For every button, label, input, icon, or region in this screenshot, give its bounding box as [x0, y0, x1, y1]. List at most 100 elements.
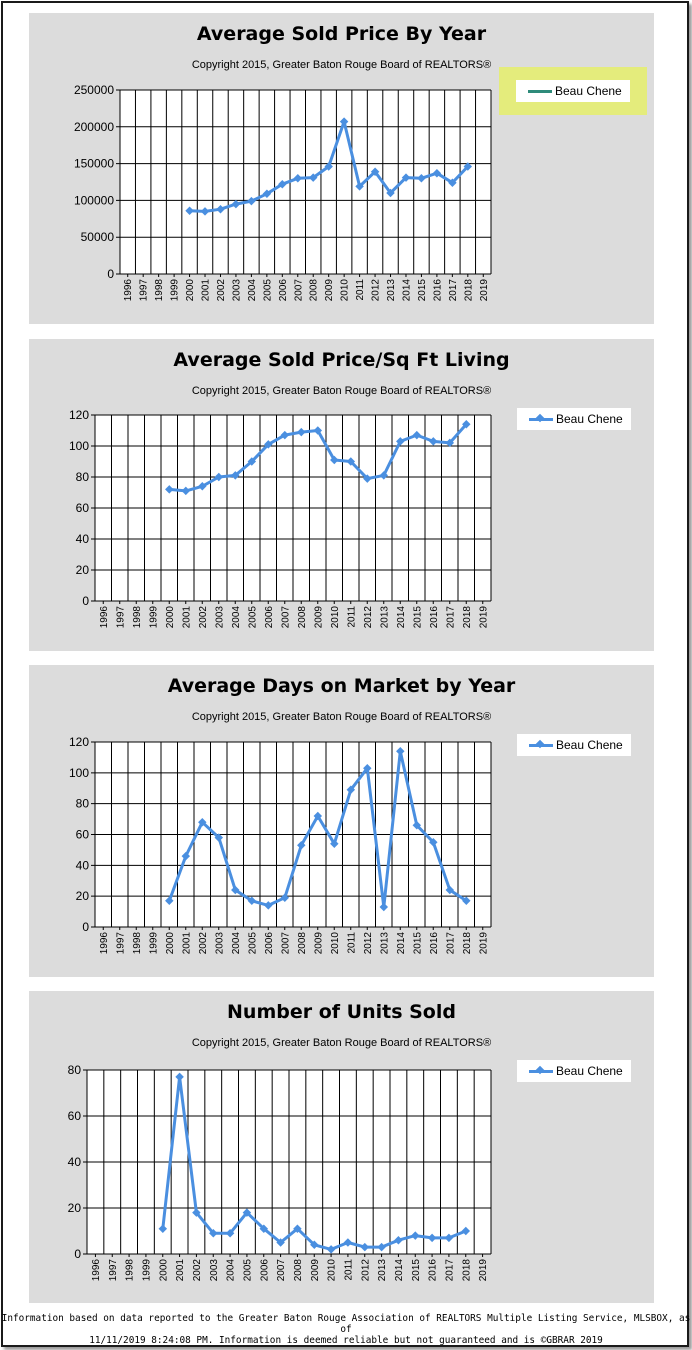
x-tick-label: 2011	[346, 606, 357, 628]
data-point	[308, 173, 318, 182]
data-point	[262, 189, 272, 199]
x-tick-label: 2012	[363, 932, 374, 955]
chart-legend: Beau Chene	[517, 734, 631, 756]
x-tick-label: 2004	[231, 932, 242, 955]
chart-title: Average Sold Price By Year	[196, 23, 487, 45]
y-tick-label: 60	[68, 1109, 82, 1123]
y-tick-label: 80	[76, 470, 90, 484]
x-tick-label: 2019	[478, 606, 489, 629]
x-tick-label: 2011	[343, 1259, 354, 1281]
data-point	[297, 841, 306, 850]
data-point	[181, 486, 191, 496]
data-point	[293, 1224, 302, 1233]
x-tick-label: 2017	[445, 606, 456, 629]
disclaimer-line-1: Information based on data reported to th…	[1, 1313, 691, 1335]
x-tick-label: 2006	[264, 606, 275, 629]
data-point	[448, 178, 457, 187]
x-tick-label: 2014	[394, 1259, 405, 1282]
x-tick-label: 1998	[132, 932, 143, 955]
x-tick-label: 2005	[247, 932, 258, 955]
x-tick-label: 2005	[247, 606, 258, 629]
x-tick-label: 2016	[432, 279, 443, 302]
x-tick-label: 2018	[461, 1259, 472, 1282]
x-tick-label: 2017	[448, 279, 459, 302]
x-tick-label: 2007	[293, 279, 304, 302]
data-point	[401, 173, 411, 182]
x-tick-label: 1999	[170, 279, 181, 302]
x-tick-label: 2000	[165, 932, 176, 955]
data-point	[346, 457, 356, 466]
chart-legend: Beau Chene	[516, 80, 630, 102]
y-tick-label: 100	[69, 766, 89, 780]
x-tick-label: 2012	[360, 1259, 371, 1282]
x-tick-label: 2002	[198, 606, 209, 629]
data-point	[198, 482, 207, 491]
y-tick-label: 0	[74, 1247, 81, 1261]
data-point	[461, 1226, 471, 1236]
x-tick-label: 2017	[444, 1259, 455, 1282]
x-tick-label: 2015	[412, 606, 423, 629]
x-tick-label: 2007	[280, 606, 291, 629]
x-tick-label: 2009	[310, 1259, 321, 1282]
x-tick-label: 2010	[340, 279, 351, 302]
x-tick-label: 2008	[309, 279, 320, 302]
x-tick-label: 2016	[429, 932, 440, 955]
x-tick-label: 2007	[280, 932, 291, 955]
x-tick-label: 2002	[192, 1259, 203, 1282]
x-tick-label: 2011	[355, 279, 366, 301]
x-tick-label: 2002	[216, 279, 227, 302]
price-per-sqft-chart-plot: 0 20 40 60 80 100 120 1996 1997 1998 1999 2000 2001 2…	[69, 408, 492, 629]
x-tick-label: 2013	[379, 932, 390, 955]
data-point	[462, 896, 471, 906]
x-tick-label: 1999	[148, 932, 159, 955]
x-tick-label: 2016	[428, 1259, 439, 1282]
x-tick-label: 2005	[242, 1259, 253, 1282]
data-point	[214, 472, 224, 482]
data-point	[280, 893, 290, 902]
data-point	[394, 1235, 403, 1245]
x-tick-label: 2004	[226, 1259, 237, 1282]
disclaimer-footer: Information based on data reported to th…	[0, 1313, 692, 1346]
x-tick-label: 1996	[99, 932, 110, 955]
data-point	[396, 747, 405, 756]
data-point	[313, 426, 323, 435]
price-chart-panel: 0 50000 100000 150000 200000 250000 1996 1997 19…	[29, 13, 654, 324]
chart-subtitle: Copyright 2015, Greater Baton Rouge Boar…	[191, 59, 492, 71]
x-tick-label: 2018	[462, 606, 473, 629]
chart-title: Average Sold Price/Sq Ft Living	[173, 349, 510, 371]
legend-label: Beau Chene	[556, 738, 623, 752]
x-tick-label: 2008	[297, 606, 308, 629]
x-tick-label: 2006	[264, 932, 275, 955]
x-tick-label: 2008	[293, 1259, 304, 1282]
chart-subtitle: Copyright 2015, Greater Baton Rouge Boar…	[191, 1037, 492, 1049]
x-tick-label: 2011	[346, 932, 357, 954]
x-tick-label: 2013	[386, 279, 397, 302]
x-tick-label: 2015	[417, 279, 428, 302]
y-tick-label: 40	[76, 858, 90, 872]
x-tick-label: 2015	[411, 1259, 422, 1282]
data-point	[181, 851, 191, 861]
x-tick-label: 2003	[231, 279, 242, 302]
y-tick-label: 0	[82, 594, 89, 608]
chart-subtitle: Copyright 2015, Greater Baton Rouge Boar…	[191, 711, 492, 723]
y-tick-label: 40	[76, 532, 90, 546]
x-tick-label: 2014	[396, 606, 407, 629]
data-point	[165, 896, 174, 906]
data-point	[293, 174, 303, 183]
legend-label: Beau Chene	[555, 84, 622, 98]
data-point	[412, 430, 422, 440]
data-point	[231, 199, 241, 209]
data-point	[198, 817, 207, 827]
data-point	[363, 474, 372, 483]
y-tick-label: 100000	[74, 193, 114, 207]
legend-line-marker	[528, 90, 552, 93]
units-sold-chart-plot: 0 20 40 60 80 1996 1997 1998 1999 2000 2001 2002 200…	[68, 1063, 492, 1282]
x-tick-label: 2001	[201, 279, 212, 302]
x-tick-label: 2003	[214, 932, 225, 955]
data-point	[330, 839, 339, 849]
chart-legend: Beau Chene	[517, 1060, 631, 1082]
x-tick-label: 1996	[123, 279, 134, 302]
data-point	[216, 204, 225, 214]
data-point	[445, 438, 455, 448]
data-point	[386, 188, 395, 198]
